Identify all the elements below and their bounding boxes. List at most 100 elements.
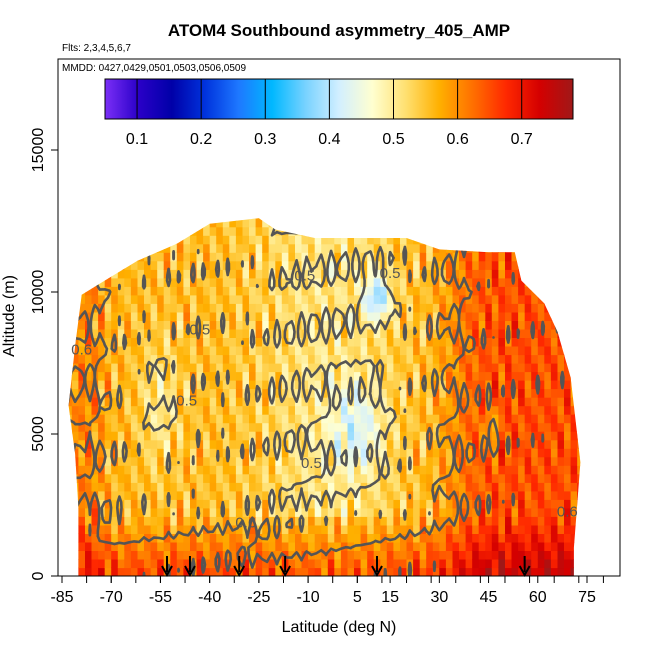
heatmap-cell [295, 286, 303, 296]
heatmap-cell [124, 490, 132, 500]
heatmap-cell [373, 235, 381, 245]
heatmap-cell [190, 405, 198, 415]
heatmap-cell [373, 269, 381, 279]
heatmap-cell [229, 405, 237, 415]
heatmap-cell [373, 541, 381, 551]
heatmap-cell [295, 524, 303, 534]
heatmap-cell [445, 320, 454, 330]
heatmap-cell [432, 524, 440, 534]
heatmap-cell [321, 320, 329, 330]
heatmap-cell [577, 328, 581, 338]
heatmap-cell [373, 490, 381, 500]
plot-frame [57, 58, 621, 577]
heatmap-cell [413, 303, 421, 313]
heatmap-cell [557, 388, 565, 398]
heatmap-cell [511, 499, 519, 509]
heatmap-cell [419, 533, 427, 543]
heatmap-cell [406, 337, 414, 347]
heatmap-cell [419, 490, 427, 500]
heatmap-cell [491, 235, 499, 245]
heatmap-cell [505, 226, 513, 236]
heatmap-cell [150, 277, 158, 287]
heatmap-cell [465, 567, 473, 576]
heatmap-cell [235, 337, 244, 347]
heatmap-cell [209, 516, 217, 526]
heatmap-cell [452, 431, 460, 441]
heatmap-cell [321, 559, 329, 569]
heatmap-cell [301, 226, 309, 236]
heatmap-cell [340, 218, 349, 228]
heatmap-cell [537, 303, 545, 313]
heatmap-cell [203, 499, 211, 509]
heatmap-cell [144, 337, 152, 347]
heatmap-cell [170, 439, 178, 449]
heatmap-cell [321, 226, 329, 236]
heatmap-cell [459, 550, 467, 560]
heatmap-cell [518, 482, 526, 492]
heatmap-cell [130, 567, 139, 576]
heatmap-cell [222, 294, 230, 304]
heatmap-cell [262, 507, 270, 517]
colorbar-tick-label: 0.2 [190, 131, 212, 148]
heatmap-cell [557, 422, 565, 432]
heatmap-cell [459, 218, 467, 228]
heatmap-cell [380, 380, 388, 390]
heatmap-cell [511, 448, 519, 458]
heatmap-cell [413, 473, 421, 483]
heatmap-cell [386, 218, 394, 228]
heatmap-cell [150, 337, 158, 347]
heatmap-cell [281, 354, 289, 364]
heatmap-cell [432, 294, 440, 304]
heatmap-cell [111, 541, 119, 551]
heatmap-cell [144, 320, 152, 330]
heatmap-cell [360, 431, 368, 441]
heatmap-cell [85, 422, 93, 432]
heatmap-cell [367, 354, 375, 364]
heatmap-cell [445, 473, 454, 483]
heatmap-cell [314, 559, 322, 569]
heatmap-cell [176, 422, 184, 432]
heatmap-cell [176, 507, 184, 517]
heatmap-cell [439, 465, 447, 475]
heatmap-cell [373, 294, 381, 304]
heatmap-cell [150, 456, 158, 466]
heatmap-cell [78, 550, 86, 560]
heatmap-cell [229, 559, 237, 569]
heatmap-cell [183, 422, 191, 432]
heatmap-cell [445, 269, 454, 279]
heatmap-cell [157, 218, 165, 219]
heatmap-cell [216, 346, 224, 356]
heatmap-cell [71, 328, 79, 338]
heatmap-cell [550, 286, 559, 296]
heatmap-cell [255, 516, 263, 526]
heatmap-cell [137, 499, 145, 509]
heatmap-cell [426, 567, 434, 576]
heatmap-cell [498, 473, 506, 483]
heatmap-cell [491, 286, 499, 296]
heatmap-cell [71, 456, 79, 466]
heatmap-cell [163, 507, 171, 517]
heatmap-cell [130, 346, 139, 356]
heatmap-cell [478, 346, 486, 356]
heatmap-cell [439, 567, 447, 576]
heatmap-cell [137, 380, 145, 390]
heatmap-cell [327, 218, 335, 228]
heatmap-cell [505, 533, 513, 543]
heatmap-cell [124, 328, 132, 338]
heatmap-cell [354, 218, 362, 228]
heatmap-cell [190, 397, 198, 407]
heatmap-cell [183, 337, 191, 347]
heatmap-cell [255, 337, 263, 347]
heatmap-cell [176, 405, 184, 415]
heatmap-cell [190, 354, 198, 364]
heatmap-cell [531, 533, 539, 543]
heatmap-cell [340, 380, 349, 390]
heatmap-cell [242, 354, 250, 364]
heatmap-cell [498, 294, 506, 304]
heatmap-cell [373, 380, 381, 390]
heatmap-cell [452, 422, 460, 432]
colorbar-gradient [104, 78, 574, 120]
heatmap-cell [511, 482, 519, 492]
heatmap-cell [157, 499, 165, 509]
heatmap-cell [334, 448, 342, 458]
